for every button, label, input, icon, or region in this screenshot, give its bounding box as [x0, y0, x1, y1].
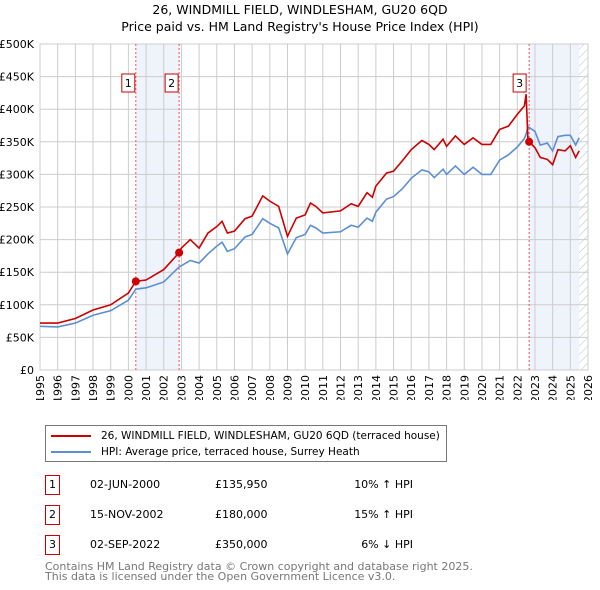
sale-point [131, 277, 140, 286]
legend-item-hpi: HPI: Average price, terraced house, Surr… [46, 444, 360, 460]
sale-row: 3 02-SEP-2022 £350,000 6% ↓ HPI [45, 535, 445, 555]
x-tick-label: 1999 [105, 375, 118, 400]
sale-price: £180,000 [215, 508, 268, 521]
legend-label: 26, WINDMILL FIELD, WINDLESHAM, GU20 6QD… [101, 430, 440, 442]
y-tick-label: £300K [0, 168, 35, 181]
sale-number-badge: 3 [45, 535, 60, 555]
sale-number-badge: 1 [45, 475, 60, 495]
price-chart: 1995 1996 1997 1998 1999 2000 2001 2002 2003 2004… [0, 38, 595, 400]
sale-label-box [164, 73, 179, 93]
x-tick-label: 2004 [193, 375, 206, 400]
x-tick-label: 2000 [122, 375, 135, 400]
sale-date: 15-NOV-2002 [90, 508, 164, 521]
sale-label: 2 [168, 77, 175, 90]
x-tick-label: 2007 [246, 375, 259, 400]
x-tick-label: 2017 [423, 375, 436, 400]
legend-label: HPI: Average price, terraced house, Surr… [101, 446, 360, 458]
y-tick-label: £400K [0, 103, 35, 116]
sale-label-box [512, 73, 527, 93]
x-tick-label: 2010 [299, 375, 312, 400]
legend: 26, WINDMILL FIELD, WINDLESHAM, GU20 6QD… [45, 425, 447, 462]
x-tick-label: 1997 [69, 375, 82, 400]
x-tick-label: 2026 [582, 375, 595, 400]
x-tick-label: 2024 [547, 375, 560, 400]
x-tick-label: 2016 [405, 375, 418, 400]
x-tick-label: 2019 [458, 375, 471, 400]
x-tick-label: 2001 [140, 375, 153, 400]
y-tick-label: £150K [0, 266, 35, 279]
y-tick-label: £500K [0, 38, 35, 51]
chart-subtitle: Price paid vs. HM Land Registry's House … [121, 19, 479, 34]
y-tick-label: £100K [0, 299, 35, 312]
x-tick-label: 2003 [175, 375, 188, 400]
x-tick-label: 2021 [494, 375, 507, 400]
series-line-hpi [39, 125, 580, 328]
x-tick-label: 2011 [317, 375, 330, 400]
x-tick-label: 2025 [564, 375, 577, 400]
x-tick-label: 2013 [352, 375, 365, 400]
x-tick-label: 1995 [34, 375, 47, 400]
x-tick-label: 2022 [511, 375, 524, 400]
x-tick-label: 2012 [335, 375, 348, 400]
y-tick-label: £50K [6, 331, 35, 344]
sale-date: 02-SEP-2022 [90, 538, 161, 551]
x-tick-label: 2023 [529, 375, 542, 400]
sale-row: 1 02-JUN-2000 £135,950 10% ↑ HPI [45, 475, 445, 495]
x-tick-label: 2015 [388, 375, 401, 400]
sale-price: £350,000 [215, 538, 268, 551]
x-tick-label: 1998 [87, 375, 100, 400]
sale-label: 3 [516, 77, 523, 90]
y-tick-label: £0 [20, 364, 34, 377]
sale-point [525, 137, 534, 146]
x-tick-label: 1996 [52, 375, 65, 400]
legend-swatch-red [51, 435, 91, 437]
plot-frame [39, 43, 589, 371]
x-tick-label: 2020 [476, 375, 489, 400]
x-tick-label: 2009 [281, 375, 294, 400]
sale-date: 02-JUN-2000 [90, 478, 161, 491]
sale-label-box [121, 73, 136, 93]
x-tick-label: 2008 [264, 375, 277, 400]
x-tick-label: 2006 [228, 375, 241, 400]
sale-label: 1 [125, 77, 132, 90]
sale-price: £135,950 [215, 478, 268, 491]
sale-hpi-diff: 10% ↑ HPI [354, 478, 413, 491]
y-tick-label: £200K [0, 234, 35, 247]
legend-swatch-blue [51, 451, 91, 453]
sale-hpi-diff: 6% ↓ HPI [361, 538, 413, 551]
x-tick-label: 2018 [441, 375, 454, 400]
x-tick-label: 2002 [158, 375, 171, 400]
y-tick-label: £450K [0, 71, 35, 84]
x-tick-label: 2014 [370, 375, 383, 400]
footer-line-2: This data is licensed under the Open Gov… [45, 570, 396, 583]
x-tick-label: 2005 [211, 375, 224, 400]
legend-item-property: 26, WINDMILL FIELD, WINDLESHAM, GU20 6QD… [46, 428, 440, 444]
sale-number-badge: 2 [45, 505, 60, 525]
y-tick-label: £350K [0, 136, 35, 149]
chart-title: 26, WINDMILL FIELD, WINDLESHAM, GU20 6QD [152, 2, 448, 17]
series-line-property [40, 94, 580, 324]
sale-point [175, 248, 184, 257]
sale-row: 2 15-NOV-2002 £180,000 15% ↑ HPI [45, 505, 445, 525]
sale-hpi-diff: 15% ↑ HPI [354, 508, 413, 521]
footer-line-1: Contains HM Land Registry data © Crown c… [45, 560, 473, 573]
y-tick-label: £250K [0, 201, 35, 214]
